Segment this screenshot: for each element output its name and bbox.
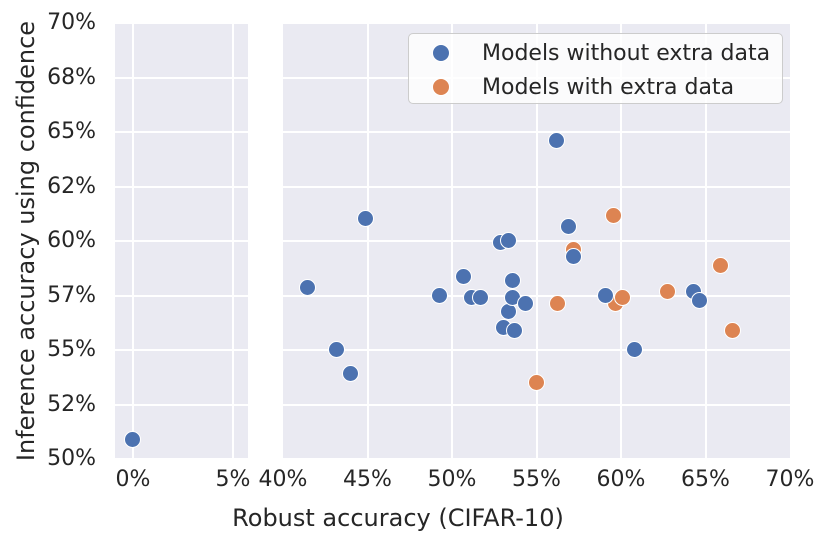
legend-label-without-extra-data: Models without extra data	[482, 40, 771, 66]
legend-marker-orange-icon	[432, 78, 450, 96]
y-tick-label: 62%	[47, 173, 96, 199]
h-gridline	[115, 185, 248, 188]
x-tick-label: 40%	[258, 467, 308, 492]
legend: Models without extra data Models with ex…	[408, 33, 783, 104]
v-gridline	[132, 23, 134, 459]
h-gridline	[115, 131, 248, 133]
scatter-point	[124, 430, 141, 448]
v-gridline	[535, 23, 538, 459]
h-gridline	[115, 240, 248, 242]
scatter-point	[503, 271, 521, 289]
scatter-point	[356, 210, 374, 228]
v-gridline	[232, 23, 234, 459]
scatter-point	[605, 207, 623, 225]
scatter-point	[625, 341, 643, 358]
legend-label-with-extra-data: Models with extra data	[482, 74, 735, 100]
h-gridline	[115, 76, 248, 79]
scatter-point	[659, 282, 677, 300]
h-gridline	[115, 294, 248, 297]
h-gridline	[115, 458, 248, 460]
h-gridline	[115, 403, 248, 406]
v-gridline	[704, 23, 707, 459]
scatter-point	[505, 321, 523, 339]
x-tick-label: 55%	[512, 467, 561, 492]
scatter-point	[711, 257, 729, 275]
y-tick-label: 70%	[47, 10, 96, 35]
scatter-point	[517, 294, 535, 312]
scatter-point	[341, 364, 359, 382]
x-tick-label: 65%	[681, 467, 730, 492]
v-gridline	[620, 23, 622, 459]
scatter-point	[527, 373, 545, 391]
x-tick-label: 50%	[427, 467, 477, 492]
v-gridline	[366, 23, 369, 459]
left-axes-panel	[115, 22, 248, 460]
x-tick-label: 0%	[115, 467, 151, 492]
scatter-point	[328, 341, 346, 358]
y-tick-label: 57%	[47, 282, 96, 308]
scatter-point	[596, 286, 614, 304]
scatter-point	[723, 321, 741, 339]
h-gridline	[115, 349, 248, 351]
scatter-point	[471, 289, 489, 307]
x-tick-label: 5%	[215, 467, 251, 492]
scatter-point	[431, 286, 449, 304]
scatter-point	[547, 132, 565, 150]
scatter-point	[299, 279, 317, 297]
y-tick-label: 55%	[47, 337, 96, 362]
scatter-point	[691, 291, 709, 309]
legend-entry-without-extra-data: Models without extra data	[409, 36, 782, 70]
y-tick-label: 52%	[47, 391, 96, 417]
legend-marker-blue-icon	[432, 44, 450, 62]
scatter-point	[613, 289, 631, 307]
scatter-point	[559, 218, 577, 236]
legend-entry-with-extra-data: Models with extra data	[409, 70, 782, 104]
y-tick-label: 65%	[47, 119, 96, 144]
scatter-point	[549, 294, 567, 312]
h-gridline	[283, 458, 790, 460]
y-tick-label: 50%	[47, 446, 96, 471]
y-tick-label: 68%	[47, 64, 96, 90]
x-axis-label: Robust accuracy (CIFAR-10)	[232, 504, 564, 532]
x-tick-label: 45%	[343, 467, 392, 492]
x-tick-label: 70%	[765, 467, 815, 492]
x-tick-label: 60%	[596, 467, 646, 492]
h-gridline	[115, 22, 248, 24]
v-gridline	[451, 23, 453, 459]
y-tick-label: 60%	[47, 228, 96, 253]
scatter-point	[500, 232, 518, 249]
scatter-point	[564, 248, 582, 266]
scatter-point	[454, 268, 472, 286]
